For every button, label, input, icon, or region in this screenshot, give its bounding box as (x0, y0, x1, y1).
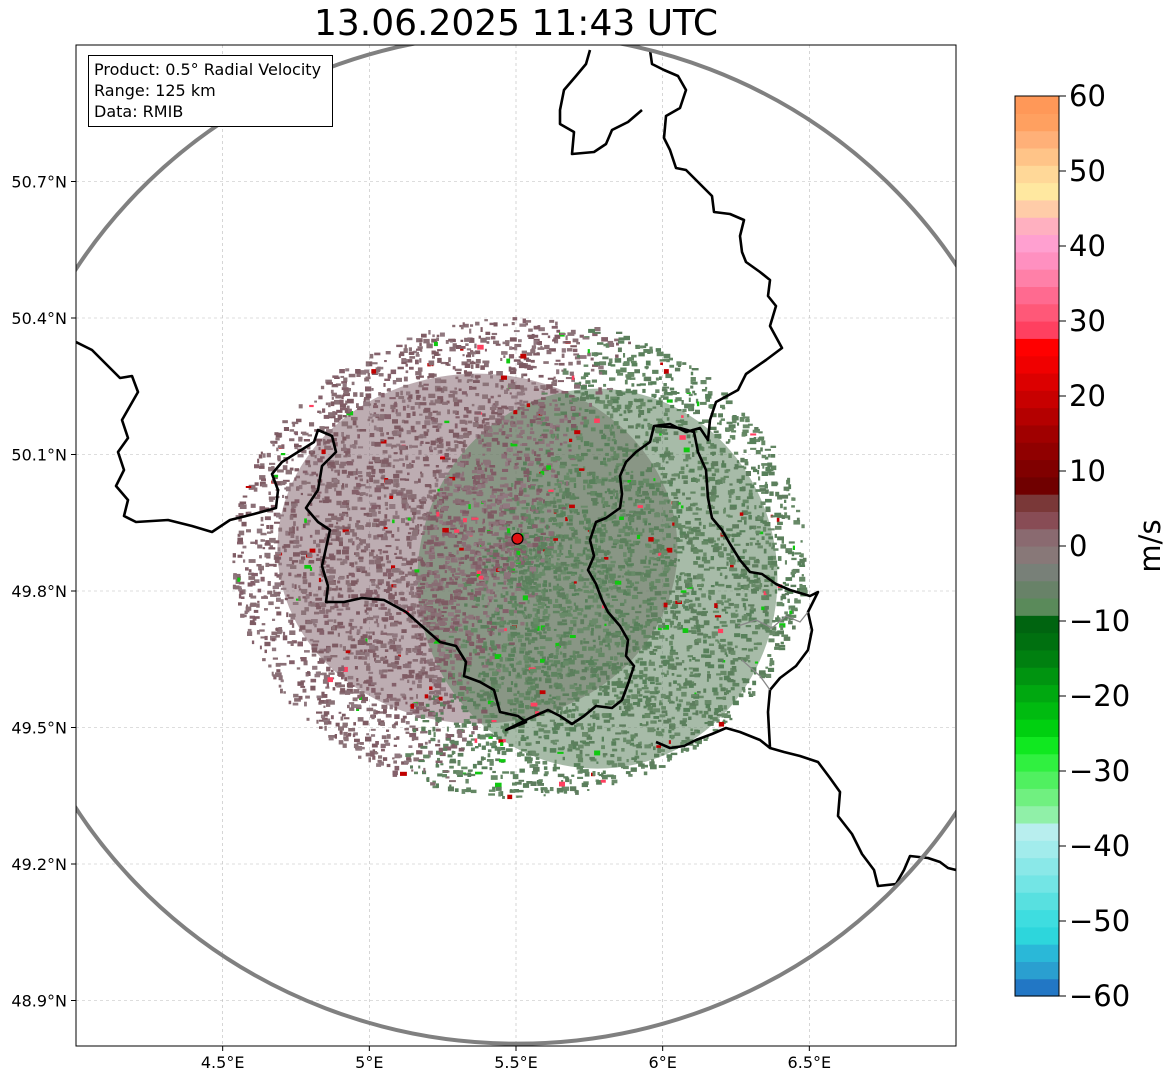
colorbar-segment (1015, 840, 1059, 859)
x-tick-label: 5°E (355, 1053, 383, 1072)
colorbar-segment (1015, 978, 1059, 997)
colorbar-segment (1015, 459, 1059, 478)
y-tick-label: 49.8°N (11, 582, 67, 601)
y-tick-label: 50.1°N (11, 446, 67, 465)
colorbar-tick-label: −40 (1069, 829, 1130, 863)
colorbar-segment (1015, 511, 1059, 530)
colorbar-segment (1015, 805, 1059, 824)
colorbar-segment (1015, 476, 1059, 495)
x-tick-label: 4.5°E (201, 1053, 245, 1072)
colorbar-segment (1015, 874, 1059, 893)
product-text: Product: 0.5° Radial Velocity (94, 60, 322, 79)
colorbar-segment (1015, 407, 1059, 426)
velocity-echoes (232, 317, 808, 800)
y-tick-label: 50.7°N (11, 173, 67, 192)
colorbar-segment (1015, 857, 1059, 876)
colorbar-segment (1015, 961, 1059, 980)
radar-site-marker (511, 532, 524, 545)
colorbar-segment (1015, 303, 1059, 322)
y-axis-ticks: 48.9°N 49.2°N 49.5°N 49.8°N 50.1°N 50.4°N 50.7… (11, 173, 76, 1011)
x-tick-label: 6.5°E (788, 1053, 832, 1072)
country-border (655, 424, 820, 750)
x-axis-ticks: 4.5°E 5°E 5.5°E 6°E 6.5°E (201, 1046, 831, 1072)
colorbar-tick-label: −30 (1069, 754, 1130, 788)
colorbar-tick-label: 40 (1069, 229, 1106, 263)
colorbar: 60 50 40 30 20 10 0 −10 −20 −30 −40 −50 −60 m/s (1014, 79, 1167, 1013)
colorbar-tick-label: −50 (1069, 904, 1130, 938)
colorbar-segment (1015, 147, 1059, 166)
colorbar-tick-label: −10 (1069, 604, 1130, 638)
range-text: Range: 125 km (94, 81, 216, 100)
colorbar-unit-label: m/s (1133, 519, 1167, 572)
colorbar-segment (1015, 563, 1059, 582)
country-border (558, 49, 643, 156)
colorbar-segment (1015, 926, 1059, 945)
x-tick-label: 6°E (649, 1053, 677, 1072)
colorbar-segment (1015, 667, 1059, 686)
colorbar-segment (1015, 269, 1059, 287)
colorbar-tick-label: 50 (1069, 154, 1106, 188)
colorbar-segment (1015, 390, 1059, 409)
colorbar-segment (1015, 597, 1059, 616)
colorbar-tick-label: 10 (1069, 454, 1106, 488)
colorbar-segment (1015, 822, 1059, 841)
y-tick-label: 49.2°N (11, 855, 67, 874)
colorbar-tick-label: −20 (1069, 679, 1130, 713)
country-borders (76, 49, 956, 888)
colorbar-tick-label: 20 (1069, 379, 1106, 413)
country-border (769, 746, 956, 888)
colorbar-segment (1015, 788, 1059, 807)
range-ring-circle (76, 45, 956, 1046)
y-tick-label: 49.5°N (11, 719, 67, 738)
region-border (741, 659, 771, 691)
info-box: Product: 0.5° Radial Velocity Range: 125… (88, 55, 333, 127)
colorbar-segment (1015, 338, 1059, 357)
colorbar-segment (1015, 442, 1059, 461)
map-title: 13.06.2025 11:43 UTC (313, 3, 719, 44)
colorbar-segment (1015, 944, 1059, 962)
y-tick-label: 50.4°N (11, 309, 67, 328)
colorbar-segment (1015, 182, 1059, 201)
colorbar-segment (1015, 580, 1059, 599)
region-border (737, 611, 809, 629)
colorbar-segment (1015, 684, 1059, 703)
colorbar-segment (1015, 424, 1059, 443)
colorbar-segment (1015, 251, 1059, 270)
colorbar-tick-label: 60 (1069, 79, 1106, 113)
colorbar-segment (1015, 217, 1059, 236)
radar-site-dot (511, 532, 524, 545)
colorbar-tick-label: 30 (1069, 304, 1106, 338)
colorbar-segment (1015, 528, 1059, 547)
country-border (76, 49, 784, 732)
colorbar-segment (1015, 286, 1059, 305)
colorbar-segment (1015, 753, 1059, 772)
colorbar-segment (1015, 130, 1059, 149)
colorbar-segment (1015, 892, 1059, 911)
y-tick-label: 48.9°N (11, 992, 67, 1011)
colorbar-segment (1015, 736, 1059, 755)
colorbar-segment (1015, 649, 1059, 668)
colorbar-segment (1015, 321, 1059, 339)
colorbar-segment (1015, 909, 1059, 928)
x-tick-label: 5.5°E (494, 1053, 538, 1072)
colorbar-segment (1015, 165, 1059, 184)
colorbar-segment (1015, 719, 1059, 737)
colorbar-segment (1015, 234, 1059, 253)
colorbar-segment (1015, 199, 1059, 218)
data-source-text: Data: RMIB (94, 102, 184, 121)
colorbar-segment (1015, 771, 1059, 789)
colorbar-segment (1015, 494, 1059, 512)
colorbar-segment (1015, 546, 1059, 564)
colorbar-segment (1015, 355, 1059, 374)
colorbar-segment (1015, 632, 1059, 651)
colorbar-tick-label: 0 (1069, 529, 1087, 563)
colorbar-tick-label: −60 (1069, 979, 1130, 1013)
colorbar-segment (1015, 372, 1059, 391)
colorbar-segment (1015, 113, 1059, 132)
range-ring (76, 45, 956, 1046)
colorbar-segment (1015, 615, 1059, 634)
colorbar-segment (1015, 701, 1059, 720)
colorbar-segment (1015, 96, 1059, 114)
